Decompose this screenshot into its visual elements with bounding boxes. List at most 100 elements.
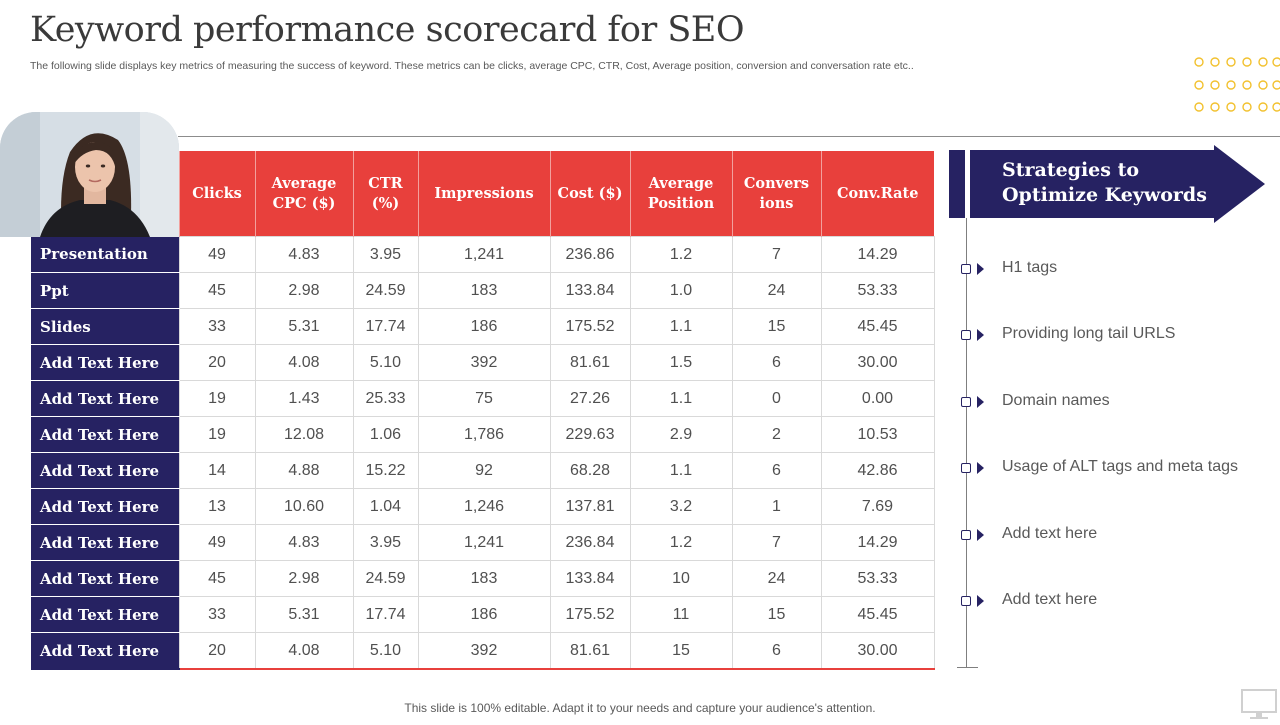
checkbox-icon	[961, 530, 971, 540]
strategy-item-label: Domain names	[1002, 392, 1110, 409]
table-row: Add Text Here 14 4.88 15.22 92 68.28 1.1 6 42.86	[31, 452, 935, 489]
cell-average-position: 1.1	[629, 308, 733, 345]
strategy-item: Providing long tail URLS	[961, 325, 1261, 349]
cell-cost: 133.84	[549, 272, 631, 309]
cell-conversions: 6	[731, 344, 822, 381]
cell-conv-rate: 45.45	[820, 596, 935, 633]
cell-average-cpc: 1.43	[254, 380, 354, 417]
cell-cost: 27.26	[549, 380, 631, 417]
table-row: Ppt 45 2.98 24.59 183 133.84 1.0 24 53.33	[31, 272, 935, 309]
cell-average-cpc: 4.08	[254, 632, 354, 670]
strategy-item-label: Add text here	[1002, 591, 1098, 608]
cell-cost: 68.28	[549, 452, 631, 489]
cell-ctr: 24.59	[352, 560, 419, 597]
cell-clicks: 19	[178, 416, 256, 453]
cell-impressions: 92	[417, 452, 551, 489]
cell-average-cpc: 2.98	[254, 560, 354, 597]
cell-conv-rate: 0.00	[820, 380, 935, 417]
cell-average-cpc: 5.31	[254, 308, 354, 345]
cell-ctr: 25.33	[352, 380, 419, 417]
table-row: Add Text Here 20 4.08 5.10 392 81.61 15 6 30.00	[31, 632, 935, 670]
arrow-right-icon	[977, 529, 984, 541]
cell-conversions: 6	[731, 632, 822, 670]
row-label: Add Text Here	[31, 632, 179, 670]
cell-conv-rate: 53.33	[820, 272, 935, 309]
strategy-item-label: Usage of ALT tags and meta tags	[1002, 458, 1238, 475]
cell-ctr: 1.06	[352, 416, 419, 453]
cell-impressions: 392	[417, 344, 551, 381]
table-row: Add Text Here 13 10.60 1.04 1,246 137.81 3.2 1 7…	[31, 488, 935, 525]
cell-average-position: 10	[629, 560, 733, 597]
cell-average-cpc: 5.31	[254, 596, 354, 633]
table-row: Add Text Here 19 1.43 25.33 75 27.26 1.1 0 0.00	[31, 380, 935, 417]
cell-conversions: 2	[731, 416, 822, 453]
row-label: Presentation	[31, 236, 179, 273]
arrow-right-icon	[977, 462, 984, 474]
cell-conv-rate: 30.00	[820, 632, 935, 670]
strategies-arrow-banner	[970, 145, 1266, 228]
strategy-item-label: Add text here	[1002, 525, 1098, 542]
table-row: Add Text Here 20 4.08 5.10 392 81.61 1.5 6 30.00	[31, 344, 935, 381]
cell-cost: 81.61	[549, 344, 631, 381]
cell-conv-rate: 14.29	[820, 524, 935, 561]
cell-average-cpc: 10.60	[254, 488, 354, 525]
cell-conversions: 24	[731, 272, 822, 309]
cell-ctr: 5.10	[352, 632, 419, 670]
cell-impressions: 186	[417, 308, 551, 345]
table-row: Add Text Here 49 4.83 3.95 1,241 236.84 1.2 7 14…	[31, 524, 935, 561]
checkbox-icon	[961, 397, 971, 407]
strategies-timeline	[966, 218, 967, 668]
cell-average-position: 1.1	[629, 452, 733, 489]
cell-ctr: 3.95	[352, 236, 419, 273]
row-label: Add Text Here	[31, 596, 179, 633]
cell-ctr: 17.74	[352, 596, 419, 633]
cell-clicks: 19	[178, 380, 256, 417]
cell-cost: 236.86	[549, 236, 631, 273]
cell-average-position: 11	[629, 596, 733, 633]
strategies-bar	[949, 150, 965, 218]
cell-average-position: 2.9	[629, 416, 733, 453]
cell-conv-rate: 42.86	[820, 452, 935, 489]
cell-impressions: 1,241	[417, 524, 551, 561]
column-header-cost: Cost ($)	[549, 151, 630, 237]
cell-clicks: 20	[178, 344, 256, 381]
cell-impressions: 392	[417, 632, 551, 670]
cell-conv-rate: 10.53	[820, 416, 935, 453]
cell-ctr: 24.59	[352, 272, 419, 309]
checkbox-icon	[961, 463, 971, 473]
row-label: Add Text Here	[31, 344, 179, 381]
arrow-right-icon	[977, 396, 984, 408]
cell-cost: 81.61	[549, 632, 631, 670]
row-label: Add Text Here	[31, 452, 179, 489]
checkbox-icon	[961, 596, 971, 606]
strategy-item: Add text here	[961, 591, 1261, 615]
cell-clicks: 45	[178, 272, 256, 309]
cell-average-cpc: 12.08	[254, 416, 354, 453]
cell-cost: 133.84	[549, 560, 631, 597]
row-label: Slides	[31, 308, 179, 345]
cell-clicks: 49	[178, 236, 256, 273]
cell-ctr: 17.74	[352, 308, 419, 345]
table-row: Presentation 49 4.83 3.95 1,241 236.86 1.2 7 14.…	[31, 236, 935, 273]
cell-clicks: 14	[178, 452, 256, 489]
cell-conv-rate: 45.45	[820, 308, 935, 345]
dot-grid-decoration-icon	[1190, 56, 1280, 116]
cell-conversions: 1	[731, 488, 822, 525]
row-label: Ppt	[31, 272, 179, 309]
cell-ctr: 15.22	[352, 452, 419, 489]
arrow-right-icon	[977, 263, 984, 275]
cell-conv-rate: 14.29	[820, 236, 935, 273]
cell-clicks: 20	[178, 632, 256, 670]
cell-impressions: 186	[417, 596, 551, 633]
cell-impressions: 1,246	[417, 488, 551, 525]
cell-ctr: 3.95	[352, 524, 419, 561]
cell-average-position: 1.5	[629, 344, 733, 381]
page-title: Keyword performance scorecard for SEO	[30, 10, 745, 50]
cell-clicks: 33	[178, 596, 256, 633]
column-header-ctr: CTR (%)	[352, 151, 418, 237]
row-label: Add Text Here	[31, 416, 179, 453]
strategy-item: H1 tags	[961, 259, 1261, 283]
footer-note: This slide is 100% editable. Adapt it to…	[404, 701, 876, 715]
cell-cost: 137.81	[549, 488, 631, 525]
page-subtitle: The following slide displays key metrics…	[30, 60, 914, 72]
